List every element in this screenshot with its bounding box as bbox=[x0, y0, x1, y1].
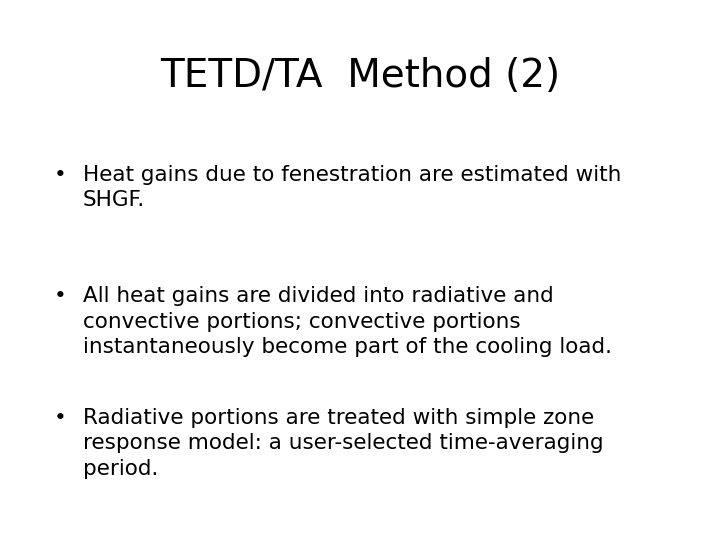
Text: •: • bbox=[54, 286, 67, 306]
Text: Radiative portions are treated with simple zone
response model: a user-selected : Radiative portions are treated with simp… bbox=[83, 408, 603, 479]
Text: All heat gains are divided into radiative and
convective portions; convective po: All heat gains are divided into radiativ… bbox=[83, 286, 612, 357]
Text: •: • bbox=[54, 165, 67, 185]
Text: Heat gains due to fenestration are estimated with
SHGF.: Heat gains due to fenestration are estim… bbox=[83, 165, 621, 210]
Text: •: • bbox=[54, 408, 67, 428]
Text: TETD/TA  Method (2): TETD/TA Method (2) bbox=[160, 57, 560, 94]
